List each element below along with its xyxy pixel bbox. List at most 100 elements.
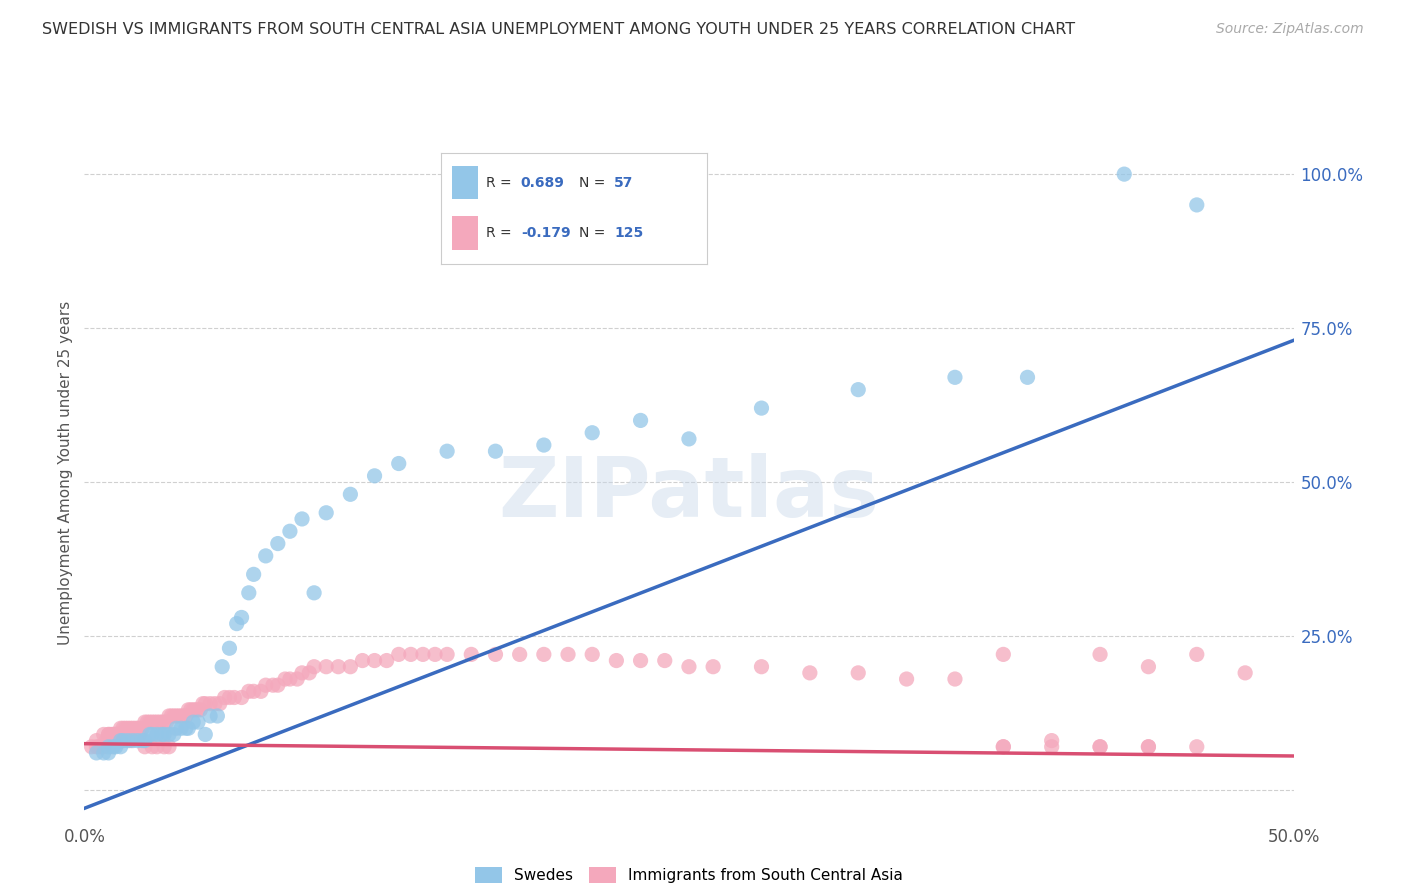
Y-axis label: Unemployment Among Youth under 25 years: Unemployment Among Youth under 25 years (58, 301, 73, 645)
Point (375, 654, 398, 668)
Point (97, 733, 120, 747)
Point (1017, 370, 1039, 384)
Point (114, 727, 136, 741)
Point (150, 715, 173, 730)
Point (846, 383, 869, 397)
Point (605, 654, 627, 668)
Point (1137, 739, 1160, 754)
Point (177, 721, 200, 735)
Point (112, 733, 135, 747)
Point (86, 746, 108, 760)
Point (581, 648, 603, 662)
Point (225, 616, 247, 631)
Point (231, 690, 253, 705)
Point (174, 721, 197, 735)
Point (278, 672, 301, 686)
Point (134, 739, 156, 754)
Point (315, 506, 337, 520)
Point (214, 690, 236, 705)
Point (654, 654, 676, 668)
Point (146, 739, 169, 754)
Point (117, 733, 139, 747)
Point (1114, 167, 1136, 181)
Point (121, 733, 143, 747)
Point (110, 727, 132, 741)
Point (143, 715, 166, 730)
Point (80, 739, 103, 754)
Point (129, 727, 152, 741)
Point (97, 733, 120, 747)
Point (86, 733, 108, 747)
Point (167, 709, 190, 723)
Point (104, 727, 127, 741)
Point (87, 739, 110, 754)
Point (1040, 733, 1063, 747)
Point (1088, 739, 1111, 754)
Point (315, 659, 337, 673)
Point (184, 703, 207, 717)
Point (131, 733, 153, 747)
Point (170, 721, 193, 735)
Point (110, 721, 132, 735)
Point (388, 648, 411, 662)
Point (120, 733, 142, 747)
Point (93, 746, 115, 760)
Point (112, 721, 135, 735)
Point (1040, 739, 1063, 754)
Point (141, 727, 163, 741)
Point (181, 715, 204, 730)
Point (153, 715, 176, 730)
Point (302, 659, 325, 673)
Point (141, 715, 163, 730)
Point (262, 678, 284, 692)
Point (155, 715, 177, 730)
Point (533, 648, 555, 662)
Point (484, 648, 506, 662)
Point (702, 659, 724, 673)
Point (896, 672, 918, 686)
Point (352, 654, 374, 668)
Point (484, 444, 506, 458)
Point (103, 727, 125, 741)
Point (170, 709, 193, 723)
Point (1088, 739, 1111, 754)
Point (993, 648, 1015, 662)
Point (460, 648, 482, 662)
Point (94, 733, 117, 747)
Point (198, 709, 221, 723)
Point (399, 648, 422, 662)
Point (267, 678, 290, 692)
Point (581, 425, 603, 440)
Point (134, 733, 156, 747)
Point (339, 487, 361, 501)
Point (943, 370, 966, 384)
Point (211, 659, 233, 673)
Point (557, 648, 579, 662)
Point (194, 727, 217, 741)
Point (993, 739, 1015, 754)
Point (291, 665, 314, 680)
Point (131, 721, 153, 735)
Point (436, 648, 458, 662)
Point (254, 678, 277, 692)
Point (181, 703, 204, 717)
Point (104, 727, 127, 741)
Point (165, 709, 187, 723)
Point (224, 690, 246, 705)
Point (120, 721, 142, 735)
Point (157, 709, 180, 723)
Point (231, 610, 253, 624)
Point (218, 690, 240, 705)
Point (1185, 739, 1208, 754)
Text: ZIPatlas: ZIPatlas (499, 453, 879, 534)
Point (388, 457, 411, 471)
Point (107, 727, 129, 741)
Point (204, 697, 226, 711)
Point (124, 721, 146, 735)
Point (1088, 648, 1111, 662)
Point (751, 659, 773, 673)
Point (97, 739, 120, 754)
Point (90, 739, 112, 754)
Point (328, 659, 350, 673)
Point (218, 641, 240, 656)
